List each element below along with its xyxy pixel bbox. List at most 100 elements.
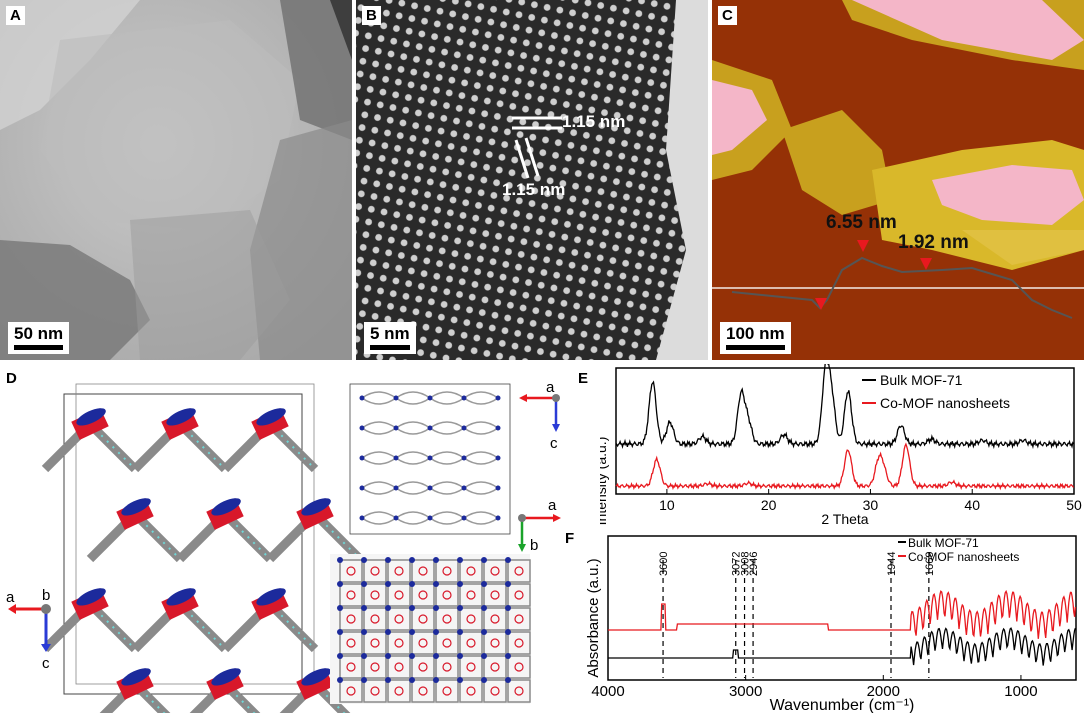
net-edge [463,451,499,459]
cobalt-chain [76,408,106,426]
net-edge [463,391,499,399]
cobalt-atom [505,653,511,659]
cobalt-atom [409,677,415,683]
panel-c-afm-image: C 6.55 nm 1.92 nm 100 nm [712,0,1084,360]
cobalt-atom [505,557,511,563]
lattice-cell [435,655,459,679]
xrd-xtick-label: 10 [659,497,675,513]
lattice-cell [387,679,411,703]
panel-d-crystal-structure: D a b c a c a b [0,364,600,713]
xrd-xlabel: 2 Theta [821,511,868,527]
lattice-cell [387,607,411,631]
panel-b-micrograph [356,0,708,360]
lattice-cell [507,607,531,631]
net-node [461,425,467,431]
net-edge [361,427,397,435]
cobalt-atom [433,605,439,611]
oxygen-ring [514,566,524,576]
lattice-cell [435,679,459,703]
ftir-xtick-label: 4000 [591,683,624,700]
net-edge [395,451,431,459]
cobalt-chain [256,408,286,426]
oxygen-ring [394,686,404,696]
net-node [393,455,399,461]
oxygen-ring [418,638,428,648]
net-edge [429,511,465,519]
oxygen-ring [490,686,500,696]
oxygen-ring [490,662,500,672]
oxygen-ring [346,566,356,576]
net-edge [429,421,465,429]
lattice-cell [459,607,483,631]
oxygen-ring [514,590,524,600]
oxygen-ring [442,566,452,576]
net-edge [429,427,465,435]
cobalt-atom [457,677,463,683]
cobalt-atom [337,653,343,659]
xrd-legend-label: Bulk MOF-71 [880,372,963,388]
net-edge [463,517,499,525]
net-node [393,425,399,431]
cobalt-atom [361,629,367,635]
oxygen-ring [370,686,380,696]
lattice-cell [411,607,435,631]
oxygen-ring [514,614,524,624]
cobalt-atom [409,605,415,611]
scale-bar-b-text: 5 nm [370,324,410,343]
oxygen-ring [466,686,476,696]
cobalt-chain [166,588,196,606]
cobalt-atom [481,653,487,659]
lattice-cell [411,679,435,703]
lattice-cell [507,655,531,679]
ftir-chart-svg: Absorbance (a.u.) 4000 3000 2000 1000 Wavenum… [585,535,1077,713]
cobalt-atom [385,653,391,659]
lattice-cell [387,655,411,679]
oxygen-ring [466,638,476,648]
net-edge [395,457,431,465]
cobalt-atom [457,653,463,659]
lattice-cell [411,655,435,679]
cobalt-atom [385,629,391,635]
oxygen-ring [394,590,404,600]
net-edge [463,397,499,405]
lattice-cell [435,607,459,631]
cobalt-atom [337,605,343,611]
panel-label-d: D [4,370,19,387]
cobalt-chain [166,408,196,426]
cobalt-atom [505,581,511,587]
net-node [427,455,433,461]
lattice-cell [411,583,435,607]
cobalt-atom [361,677,367,683]
net-node [359,395,365,401]
oxygen-ring [370,662,380,672]
oxygen-ring [442,614,452,624]
oxygen-ring [346,614,356,624]
oxygen-ring [418,614,428,624]
lattice-cell [363,583,387,607]
lattice-cell [435,583,459,607]
cobalt-atom [481,557,487,563]
net-edge [361,397,397,405]
oxygen-ring [394,566,404,576]
xrd-series-1 [615,442,1075,491]
lattice-cell [363,559,387,583]
ftir-series-0 [608,627,1077,666]
inset1-axis-c: c [550,435,558,452]
ftir-marker-label: 1669 [924,552,936,576]
cobalt-atom [337,629,343,635]
lattice-cell [363,631,387,655]
panel-b-hrtem-image: B 1.15 nm 1.15 nm 5 nm [356,0,708,360]
net-edge [395,421,431,429]
lattice-cell [459,583,483,607]
ftir-marker-label: 3072 [731,552,743,576]
lattice-cell [507,679,531,703]
net-edge [463,421,499,429]
cobalt-atom [457,629,463,635]
oxygen-ring [370,638,380,648]
panel-label-a: A [6,6,25,25]
net-node [495,425,501,431]
oxygen-ring [346,590,356,600]
cobalt-atom [337,581,343,587]
oxygen-ring [370,566,380,576]
cobalt-atom [433,581,439,587]
